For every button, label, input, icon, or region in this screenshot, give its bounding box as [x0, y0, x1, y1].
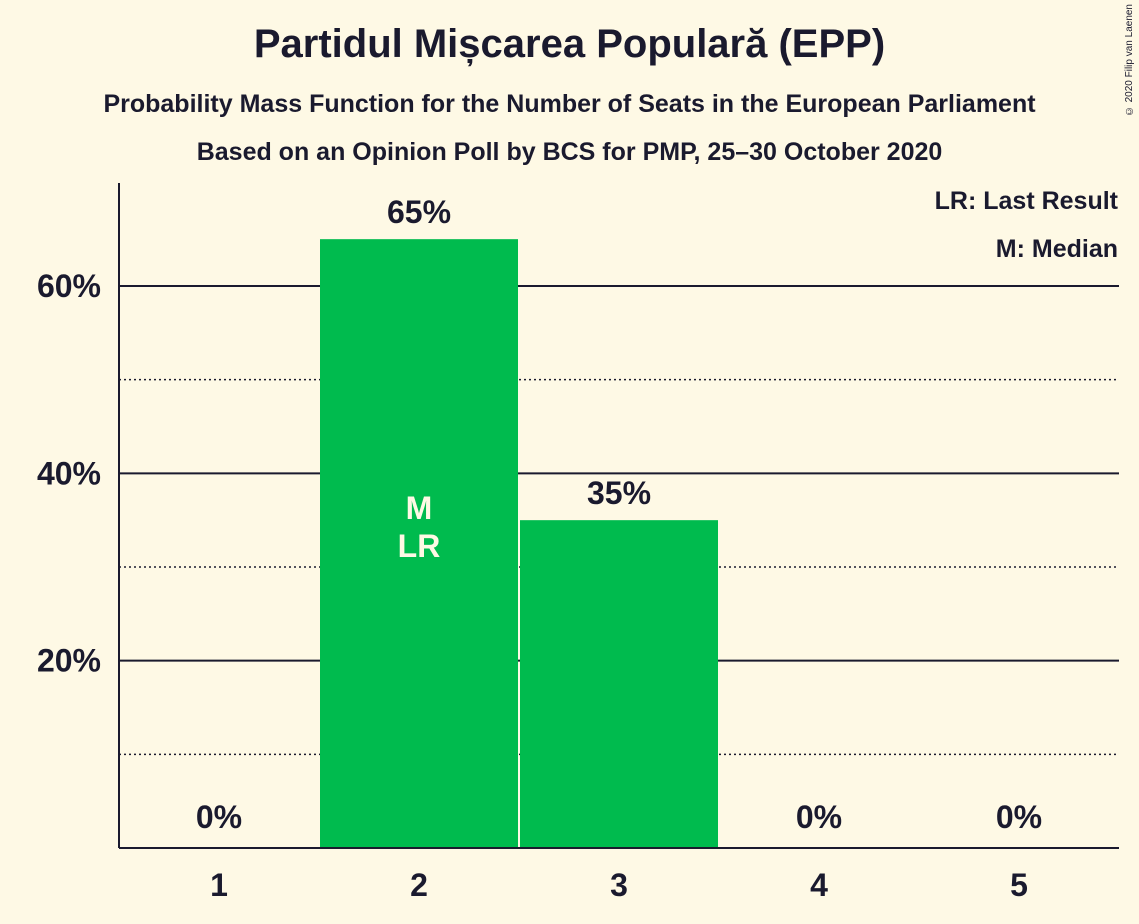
x-tick-label: 3: [610, 867, 628, 903]
legend-entry: LR: Last Result: [935, 187, 1119, 215]
x-tick-label: 2: [410, 867, 428, 903]
x-tick-label: 5: [1010, 867, 1028, 903]
bars-layer: [320, 239, 718, 848]
bar-value-label: 35%: [587, 475, 651, 511]
chart-subtitle: Probability Mass Function for the Number…: [103, 90, 1036, 118]
legend-entry: M: Median: [996, 235, 1118, 263]
bar-value-label: 65%: [387, 194, 451, 230]
bar-marker-m: M: [406, 490, 433, 526]
bar-value-label: 0%: [796, 799, 842, 835]
bar-3: [520, 520, 718, 848]
chart-title: Partidul Mișcarea Populară (EPP): [253, 22, 886, 66]
legend: LR: Last Result M: Median: [935, 187, 1119, 263]
chart-source: Based on an Opinion Poll by BCS for PMP,…: [196, 138, 943, 166]
axes-layer: [118, 183, 1119, 849]
x-tick-label: 4: [810, 867, 828, 903]
bar-value-label: 0%: [996, 799, 1042, 835]
bar-value-label: 0%: [196, 799, 242, 835]
bar-2: [320, 239, 518, 848]
x-tick-label: 1: [210, 867, 228, 903]
y-tick-label: 20%: [37, 643, 101, 679]
y-tick-label: 40%: [37, 455, 101, 491]
y-tick-label: 60%: [37, 268, 101, 304]
bar-marker-lr: LR: [398, 528, 441, 564]
